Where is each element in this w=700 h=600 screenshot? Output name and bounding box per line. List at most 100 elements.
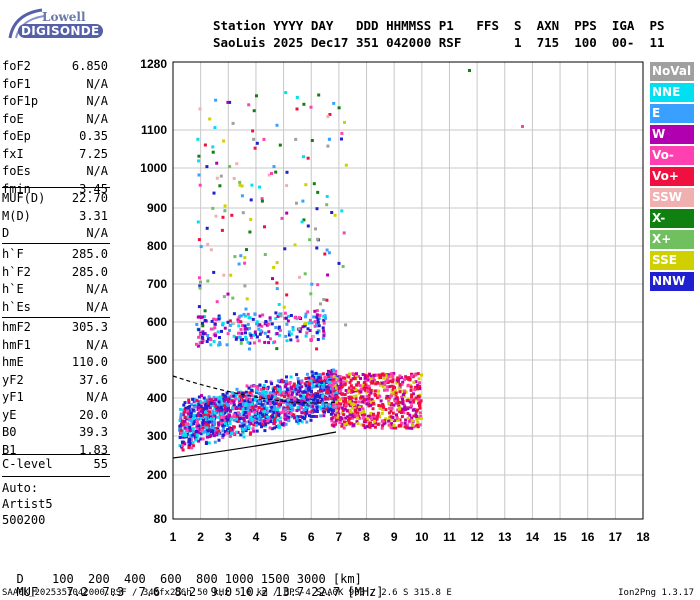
param-name: C-level (2, 457, 53, 471)
param-row: yF1 N/A (2, 389, 108, 407)
param-value: N/A (86, 299, 108, 314)
param-row: foEp 0.35 (2, 128, 108, 146)
muf-value: 7.6 (138, 585, 161, 599)
legend-item: X- (650, 209, 694, 228)
y-tick-label: 700 (147, 277, 167, 291)
x-tick-label: 17 (609, 530, 623, 544)
fitted-trace-curve (172, 375, 337, 404)
param-name: yF2 (2, 372, 24, 387)
param-row: h`F 285.0 (2, 246, 108, 264)
header-values: SaoLuis 2025 Dec17 351 042000 RSF 1 715 … (213, 35, 665, 50)
y-tick-label: 1100 (141, 123, 167, 137)
param-row: C-level 55 (2, 456, 108, 474)
param-row: yF2 37.6 (2, 372, 108, 390)
polarization-legend: NoVal NNE E W Vo- Vo+ SSW X- X+ SSE NNW (650, 62, 694, 293)
x-tick-label: 1 (170, 530, 177, 544)
param-name: foF2 (2, 59, 31, 73)
muf-value: 13.7 (275, 585, 305, 599)
param-row: foEs N/A (2, 163, 108, 181)
param-row: B0 39.3 (2, 424, 108, 442)
distance-row: D 100 200 400 600 800 1000 1500 3000 [km] (2, 558, 361, 586)
param-name: hmE (2, 355, 24, 369)
param-row: hmE 110.0 (2, 354, 108, 372)
x-tick-label: 4 (253, 530, 260, 544)
muf-value: 9.0 (210, 585, 233, 599)
muf-row: MUF 7.2 7.3 7.6 8.2 9.0 10.2 13.7 22.7 [MHz] (2, 571, 384, 599)
x-tick-label: 16 (581, 530, 595, 544)
muf-value: 22.7 (311, 585, 341, 599)
param-value: 3.31 (79, 208, 108, 223)
distance-value: 3000 (296, 572, 326, 586)
param-value: 39.3 (79, 425, 108, 439)
param-value: 0.35 (79, 129, 108, 143)
param-value: N/A (86, 282, 108, 296)
x-tick-label: 5 (280, 530, 287, 544)
param-name: fmin (2, 181, 31, 196)
y-tick-label: 1000 (140, 161, 167, 175)
param-name: fxI (2, 146, 24, 161)
param-value: 285.0 (71, 264, 108, 279)
param-row: hmF2 305.3 (2, 319, 108, 337)
param-name: M(D) (2, 208, 31, 223)
legend-item: NoVal (650, 62, 694, 81)
muf-unit: [MHz] (347, 585, 384, 599)
param-row: fmin 3.45 (2, 181, 108, 199)
legend-item: Vo+ (650, 167, 694, 186)
param-name: h`E (2, 282, 24, 296)
param-value: 1.83 (79, 442, 108, 457)
param-value: N/A (86, 76, 108, 91)
param-row: M(D) 3.31 (2, 208, 108, 226)
x-tick-label: 7 (336, 530, 343, 544)
x-tick-label: 9 (391, 530, 398, 544)
params-divider (2, 243, 110, 244)
params-divider (2, 454, 110, 455)
param-value: 3.45 (79, 181, 108, 196)
param-value: 110.0 (71, 355, 108, 369)
muf-value: 10.2 (239, 585, 269, 599)
param-value: N/A (86, 337, 108, 352)
plot-grid (173, 62, 643, 519)
param-row: foF1 N/A (2, 76, 108, 94)
software-version: Ion2Png 1.3.17 (618, 588, 694, 598)
digisonde-logo: Lowell DIGISONDE (4, 8, 114, 42)
header-labels: Station YYYY DAY DDD HHMMSS P1 FFS S AXN… (213, 18, 665, 33)
distance-value: 200 (88, 572, 110, 586)
param-row: foE N/A (2, 111, 108, 129)
y-tick-label: 80 (154, 512, 168, 526)
auto-program: Artist5 (2, 497, 53, 511)
muf-value: 8.2 (174, 585, 197, 599)
file-info: SAA0K_2025351042000.RSF / 340fx256h 50 k… (2, 588, 452, 598)
param-name: D (2, 226, 10, 240)
y-tick-label: 300 (147, 429, 167, 443)
param-value: N/A (86, 226, 108, 240)
param-name: yE (2, 407, 17, 422)
param-name: h`Es (2, 299, 31, 314)
params-group-critical-frequencies: foF2 6.850 foF1 N/A foF1p N/A foE N/A foEp 0.35 fx… (2, 58, 108, 198)
x-axis-ticks: 1 2 3 4 5 6 7 8 9 10 11 12 13 14 15 16 17 18 (170, 530, 650, 544)
logo-brand-top: Lowell (42, 10, 86, 24)
plot-frame (172, 61, 644, 520)
params-group-confidence: C-level 55 (2, 456, 108, 474)
param-row: yE 20.0 (2, 407, 108, 425)
param-value: 305.3 (71, 320, 108, 334)
param-row: h`F2 285.0 (2, 264, 108, 282)
param-value: 285.0 (71, 247, 108, 261)
param-row: foF1p N/A (2, 93, 108, 111)
muf-label: MUF (16, 585, 39, 599)
param-value: 7.25 (79, 146, 108, 161)
param-value: 6.850 (71, 59, 108, 73)
param-name: MUF(D) (2, 191, 46, 205)
param-row: MUF(D) 22.70 (2, 190, 108, 208)
param-name: foEs (2, 164, 31, 178)
param-row: h`E N/A (2, 281, 108, 299)
x-tick-label: 6 (308, 530, 315, 544)
param-name: hmF1 (2, 337, 31, 352)
y-tick-label: 400 (147, 391, 167, 405)
legend-item: X+ (650, 230, 694, 249)
x-tick-label: 13 (498, 530, 512, 544)
x-tick-label: 14 (526, 530, 540, 544)
param-value: 37.6 (79, 372, 108, 387)
y-axis-ticks: 1280 1100 1000 900 800 700 600 500 400 300 200 80 (140, 57, 167, 526)
legend-item: E (650, 104, 694, 123)
